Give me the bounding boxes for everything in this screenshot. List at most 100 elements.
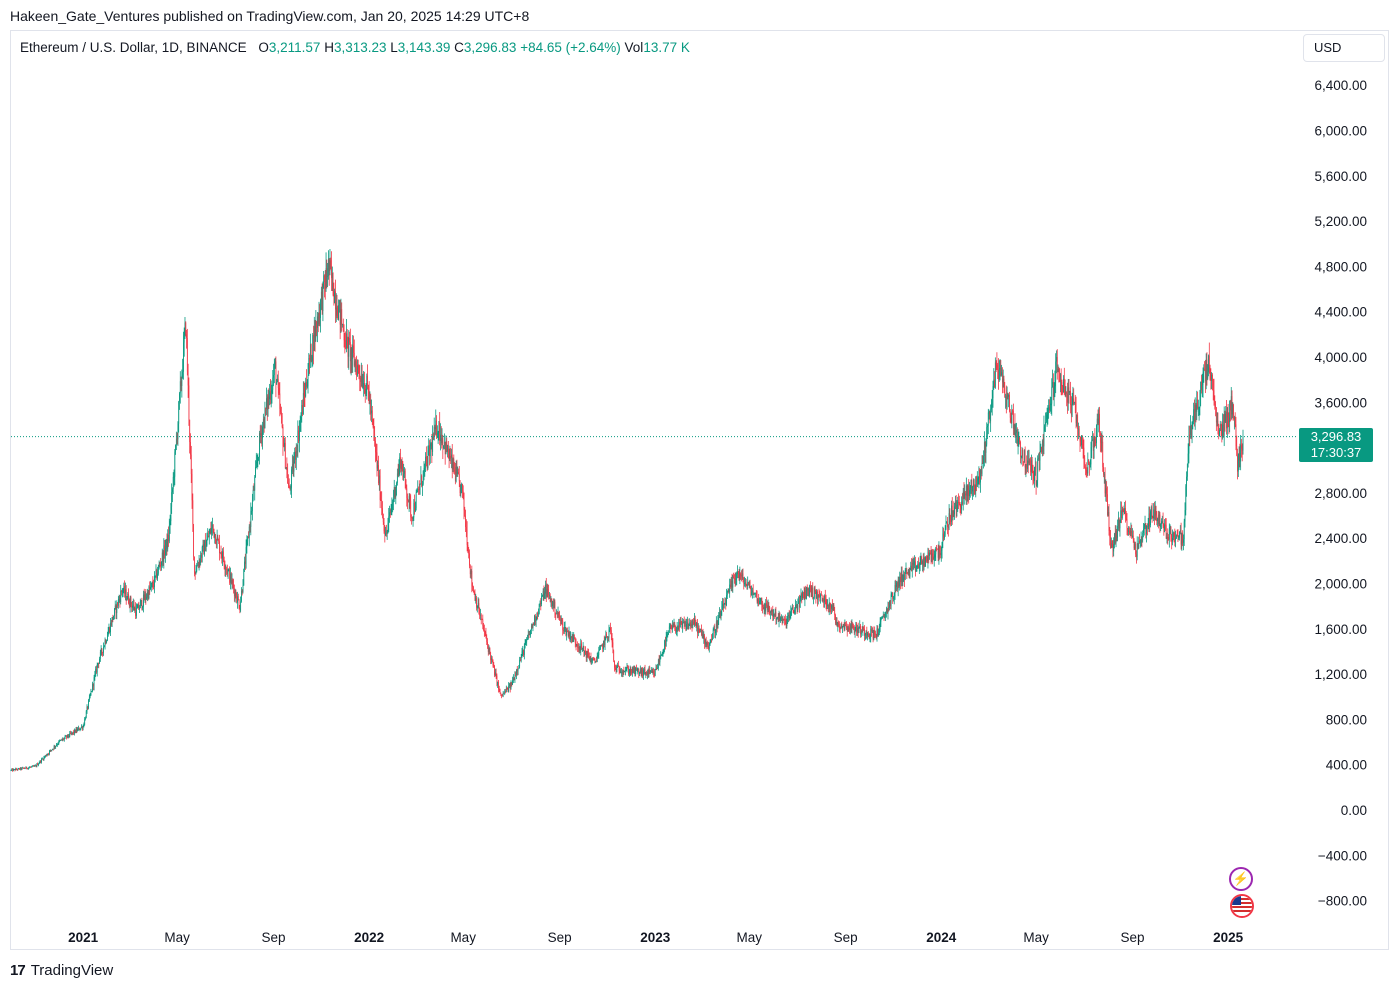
candle-body — [1168, 529, 1170, 540]
candle-body — [713, 628, 715, 630]
tradingview-logo[interactable]: 17 TradingView — [10, 962, 113, 979]
candle-body — [895, 585, 897, 587]
candle-body — [506, 688, 508, 690]
candle-body — [200, 555, 202, 563]
candle-body — [1100, 441, 1102, 443]
candle-body — [465, 527, 467, 530]
candle-body — [322, 281, 324, 311]
candle-body — [1117, 526, 1119, 538]
x-tick-label: Sep — [262, 930, 286, 945]
candle-body — [1217, 420, 1219, 425]
candle-body — [425, 456, 427, 460]
candle-body — [715, 621, 717, 630]
candle-body — [1052, 381, 1054, 397]
currency-button[interactable]: USD — [1303, 34, 1385, 62]
candle-body — [675, 628, 676, 632]
candle-body — [1153, 509, 1155, 518]
candle-body — [186, 334, 187, 339]
candle-body — [1065, 392, 1067, 394]
candle-body — [573, 637, 575, 642]
candle-body — [781, 617, 783, 624]
candle-body — [467, 545, 469, 553]
candle-body — [965, 493, 966, 496]
candle-body — [849, 627, 850, 631]
candle-body — [920, 557, 922, 564]
candle-body — [633, 667, 635, 673]
candle-body — [47, 753, 49, 755]
candle-body — [422, 483, 423, 486]
candle-body — [99, 651, 101, 659]
candle-body — [346, 333, 347, 349]
candle-body — [750, 588, 752, 596]
candle-body — [570, 636, 572, 639]
candle-body — [92, 683, 94, 687]
us-flag-icon[interactable] — [1230, 894, 1254, 918]
candle-body — [626, 667, 628, 671]
candle-body — [203, 544, 205, 555]
candle-body — [1066, 392, 1068, 394]
candle-body — [806, 587, 807, 599]
candle-body — [269, 391, 271, 400]
candle-body — [831, 605, 832, 609]
candle-body — [235, 591, 237, 598]
candle-body — [1005, 396, 1007, 407]
candle-body — [743, 578, 745, 585]
candle-body — [667, 634, 669, 636]
candle-body — [1202, 372, 1204, 386]
candle-body — [68, 736, 70, 738]
candle-body — [979, 470, 981, 483]
volume-label: Vol — [624, 40, 644, 55]
candle-body — [965, 485, 967, 496]
candle-body — [846, 625, 847, 628]
candle-body — [1081, 435, 1082, 446]
candle-body — [1056, 357, 1057, 362]
candle-body — [770, 611, 771, 613]
candle-body — [67, 734, 69, 737]
candle-body — [1191, 421, 1193, 438]
candle-body — [411, 517, 412, 518]
candle-body — [867, 633, 869, 636]
symbol-label[interactable]: Ethereum / U.S. Dollar, 1D, BINANCE — [20, 40, 247, 55]
candle-body — [962, 491, 964, 505]
candle-body — [940, 550, 942, 556]
candle-body — [290, 487, 292, 489]
lightning-icon[interactable]: ⚡ — [1229, 867, 1253, 891]
candle-body — [957, 502, 959, 505]
candle-body — [164, 545, 166, 555]
candle-body — [618, 666, 620, 671]
candle-body — [661, 655, 663, 656]
candle-body — [498, 681, 499, 689]
candle-body — [45, 755, 46, 757]
candle-body — [375, 452, 377, 453]
candle-body — [451, 454, 452, 458]
x-tick-label: 2021 — [68, 930, 99, 945]
candle-body — [639, 669, 641, 673]
candle-body — [655, 667, 657, 670]
candle-body — [309, 344, 311, 361]
candle-body — [28, 767, 30, 769]
candle-body — [1104, 473, 1106, 494]
candle-body — [59, 740, 61, 742]
candle-body — [98, 663, 100, 664]
candle-body — [109, 627, 111, 633]
candle-body — [249, 526, 251, 528]
candle-body — [306, 386, 308, 388]
candle-body — [966, 485, 968, 496]
candle-body — [704, 635, 705, 644]
candle-body — [710, 638, 712, 642]
candle-body — [422, 470, 424, 484]
candle-body — [251, 511, 253, 512]
candle-body — [1221, 425, 1223, 438]
candle-body — [674, 623, 676, 629]
candle-body — [382, 508, 383, 514]
candle-body — [938, 546, 940, 558]
candle-body — [217, 536, 219, 541]
candle-body — [420, 475, 422, 484]
candle-body — [140, 600, 142, 603]
candle-body — [635, 667, 637, 675]
candle-body — [760, 598, 762, 602]
candle-body — [512, 680, 513, 685]
candle-body — [1167, 536, 1169, 538]
candle-body — [508, 685, 510, 692]
